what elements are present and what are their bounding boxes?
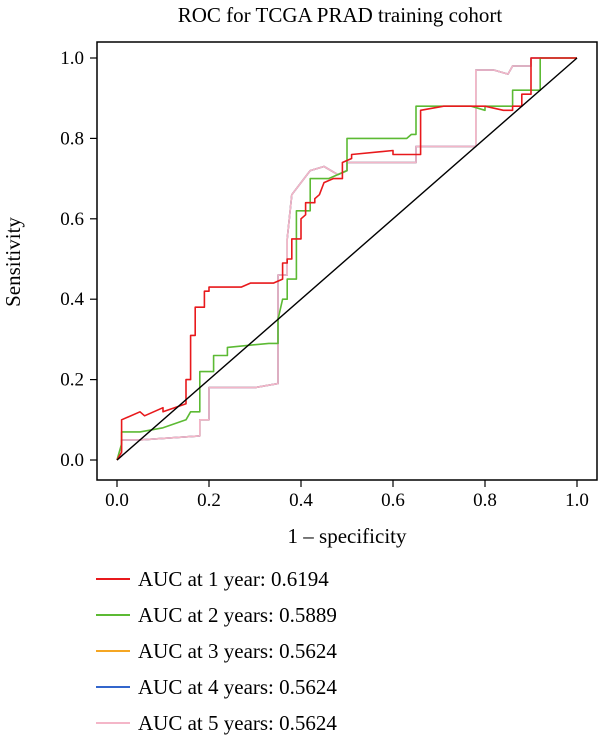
x-tick-label: 0.6 — [381, 490, 405, 511]
y-tick-label: 0.8 — [60, 128, 84, 149]
legend-item: AUC at 2 years: 0.5889 — [96, 602, 576, 638]
legend-item: AUC at 5 years: 0.5624 — [96, 710, 576, 746]
axes: 0.0 0.2 0.4 0.6 0.8 1.0 0.0 0.2 0.4 0.6 0.8 1.0 — [60, 48, 589, 511]
legend-swatch — [96, 614, 130, 616]
x-tick-label: 1.0 — [565, 490, 589, 511]
legend-item: AUC at 4 years: 0.5624 — [96, 674, 576, 710]
y-tick-label: 0.6 — [60, 209, 84, 230]
series-line-5 — [116, 57, 577, 461]
legend-label: AUC at 3 years: 0.5624 — [138, 639, 337, 663]
legend-swatch — [96, 686, 130, 688]
y-tick-label: 0.0 — [60, 450, 84, 471]
legend-label: AUC at 1 year: 0.6194 — [138, 567, 329, 591]
legend-swatch — [96, 722, 130, 724]
x-tick-label: 0.2 — [197, 490, 221, 511]
plot-lines — [116, 57, 578, 461]
y-tick-label: 0.4 — [60, 289, 84, 310]
legend-label: AUC at 5 years: 0.5624 — [138, 711, 337, 735]
x-tick-label: 0.0 — [105, 490, 129, 511]
series-line-1 — [116, 57, 577, 461]
x-tick-label: 0.4 — [289, 490, 313, 511]
x-tick-label: 0.8 — [473, 490, 497, 511]
y-tick-label: 0.2 — [60, 370, 84, 391]
plot-frame — [96, 41, 598, 481]
legend-label: AUC at 4 years: 0.5624 — [138, 675, 337, 699]
legend: AUC at 1 year: 0.6194 AUC at 2 years: 0.5… — [96, 566, 576, 746]
y-tick-label: 1.0 — [60, 48, 84, 69]
x-axis-title: 1 – specificity — [288, 524, 407, 548]
legend-swatch — [96, 650, 130, 652]
legend-swatch — [96, 578, 130, 580]
reference-diagonal — [116, 57, 578, 461]
chart-title: ROC for TCGA PRAD training cohort — [178, 3, 503, 27]
legend-item: AUC at 1 year: 0.6194 — [96, 566, 576, 602]
legend-item: AUC at 3 years: 0.5624 — [96, 638, 576, 674]
legend-label: AUC at 2 years: 0.5889 — [138, 603, 337, 627]
roc-chart: ROC for TCGA PRAD training cohort 0.0 0.2… — [1, 3, 598, 548]
y-axis-title: Sensitivity — [1, 217, 25, 307]
